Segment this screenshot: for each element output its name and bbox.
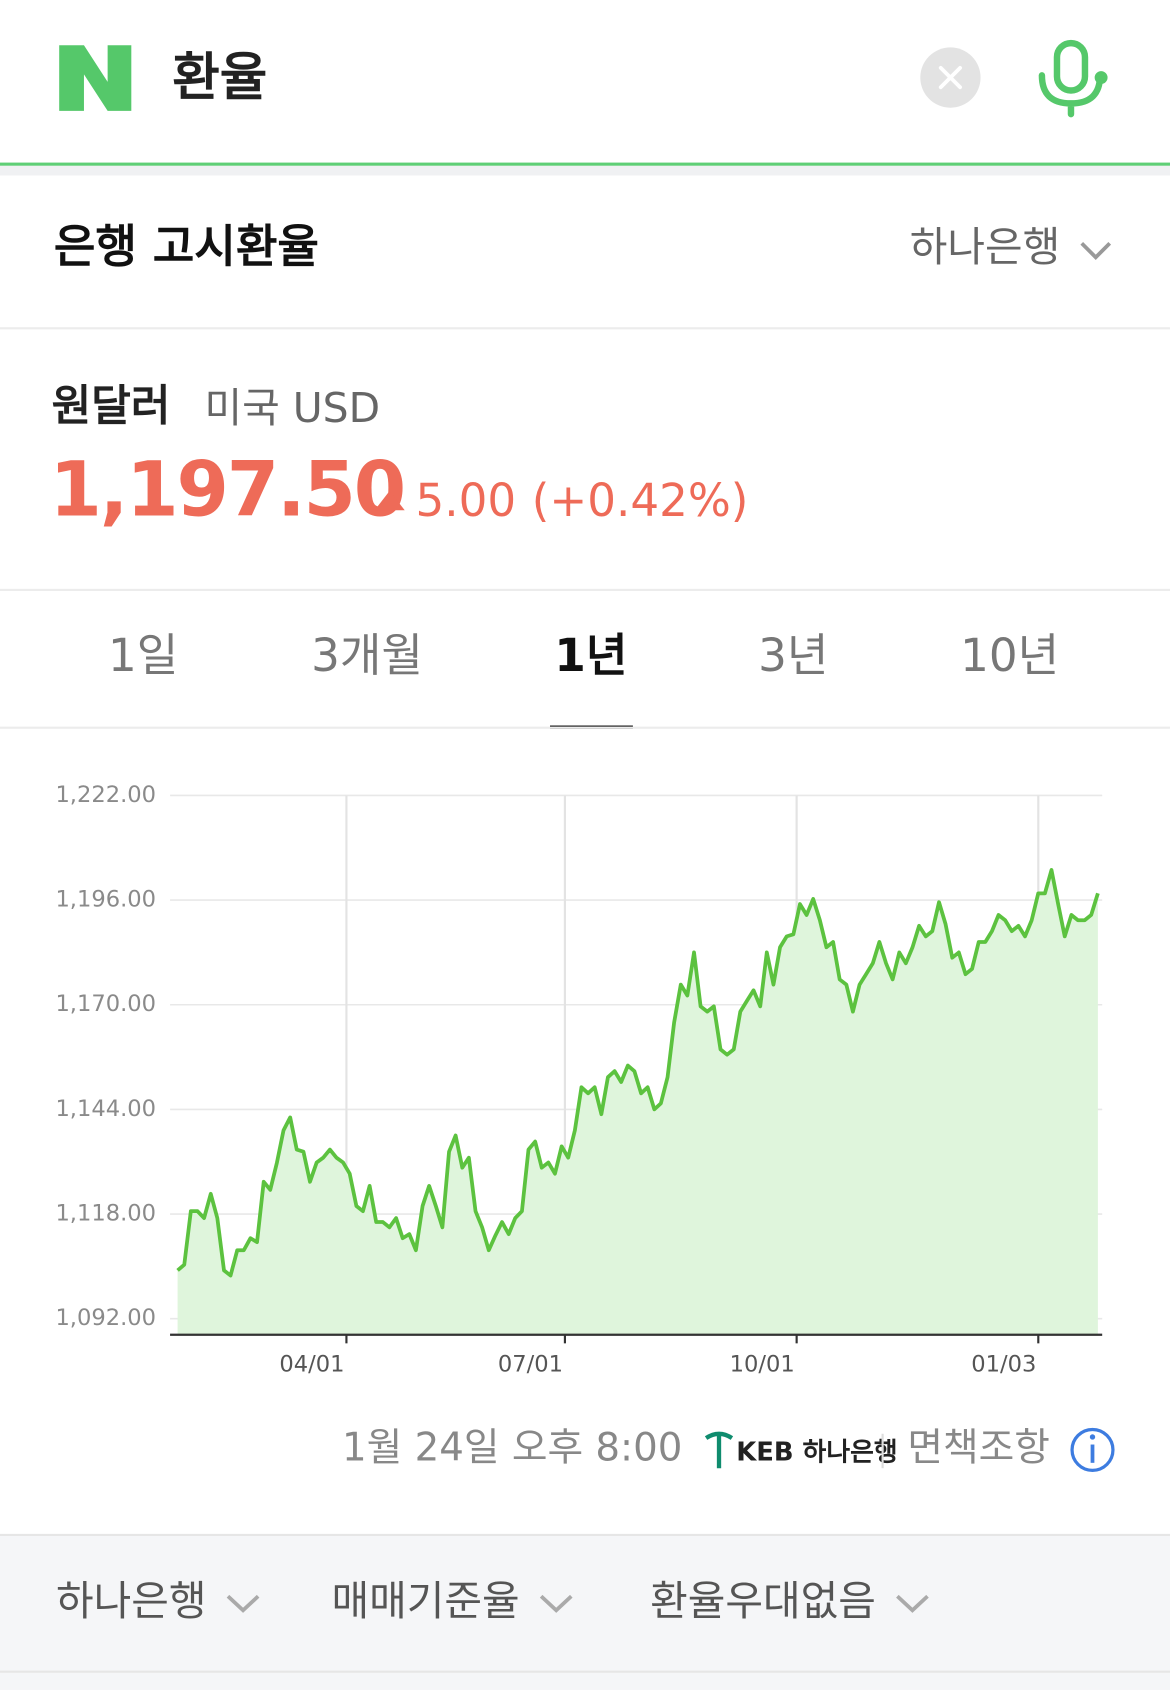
search-query[interactable]: 환율 (172, 48, 267, 108)
change-percent: (+0.42%) (532, 474, 749, 527)
currency-country: 미국 USD (205, 384, 381, 432)
tab[interactable]: 3년 (758, 629, 828, 682)
source-logo: KEB 하나은행 (736, 1438, 897, 1468)
separator-band (0, 165, 1170, 176)
source-logo-mark (704, 1431, 734, 1469)
naver-logo[interactable] (59, 45, 132, 111)
mic-dot[interactable] (1094, 71, 1108, 85)
y-tick-label: 1,092.00 (55, 1305, 156, 1331)
tab[interactable]: 10년 (960, 629, 1059, 682)
bank-selector[interactable]: 하나은행 (910, 223, 1060, 271)
filter[interactable]: 환율우대없음 (650, 1577, 876, 1625)
tab[interactable]: 1일 (108, 629, 178, 682)
x-tick-label: 07/01 (498, 1351, 563, 1377)
chevron[interactable] (896, 1594, 929, 1613)
tab[interactable]: 3개월 (311, 629, 423, 682)
info-dot[interactable] (1089, 1434, 1096, 1440)
x-tick-label: 04/01 (279, 1351, 344, 1377)
up-triangle (374, 490, 405, 511)
y-tick-label: 1,222.00 (55, 782, 156, 808)
change: 5.00 (415, 474, 516, 527)
period-tabs: 1일 3개월 1년 3년 10년 (108, 629, 1059, 729)
chevron[interactable] (1080, 241, 1112, 260)
price: 1,197.50 (50, 446, 405, 534)
line (176, 868, 1100, 1278)
search-underline (0, 162, 1170, 166)
filter-bar (0, 1534, 1170, 1690)
mic-button[interactable] (1038, 39, 1108, 118)
filter[interactable]: 매매기준율 (332, 1577, 520, 1625)
chart: 1,092.00 1,118.00 1,144.00 1,170.00 1,196.00… (55, 782, 1103, 1377)
chevron[interactable] (226, 1594, 260, 1613)
tab[interactable]: 1년 (554, 629, 627, 682)
filter[interactable]: 하나은행 (56, 1577, 206, 1625)
x-tick-label: 01/03 (971, 1351, 1036, 1377)
area (177, 869, 1098, 1335)
y-tick-label: 1,196.00 (55, 887, 156, 913)
chevron[interactable] (539, 1594, 573, 1613)
y-tick-label: 1,144.00 (55, 1096, 156, 1122)
disclaimer[interactable]: 면책조항 (907, 1425, 1050, 1470)
currency-name: 원달러 (52, 382, 171, 432)
y-tick-label: 1,118.00 (55, 1201, 156, 1227)
info-icon[interactable] (1070, 1427, 1115, 1472)
clear-icon[interactable] (938, 65, 962, 90)
section-title: 은행 고시환율 (54, 220, 319, 273)
info-circle[interactable] (1070, 1427, 1115, 1472)
clear-button[interactable] (920, 47, 981, 108)
mic-stand[interactable] (1038, 72, 1104, 118)
x-tick-label: 10/01 (730, 1351, 795, 1377)
mic-body[interactable] (1053, 39, 1089, 94)
y-tick-label: 1,170.00 (55, 991, 156, 1017)
timestamp: 1월 24일 오후 8:00 (342, 1425, 682, 1470)
filters: 하나은행 매매기준율 환율우대없음 (56, 1577, 929, 1625)
